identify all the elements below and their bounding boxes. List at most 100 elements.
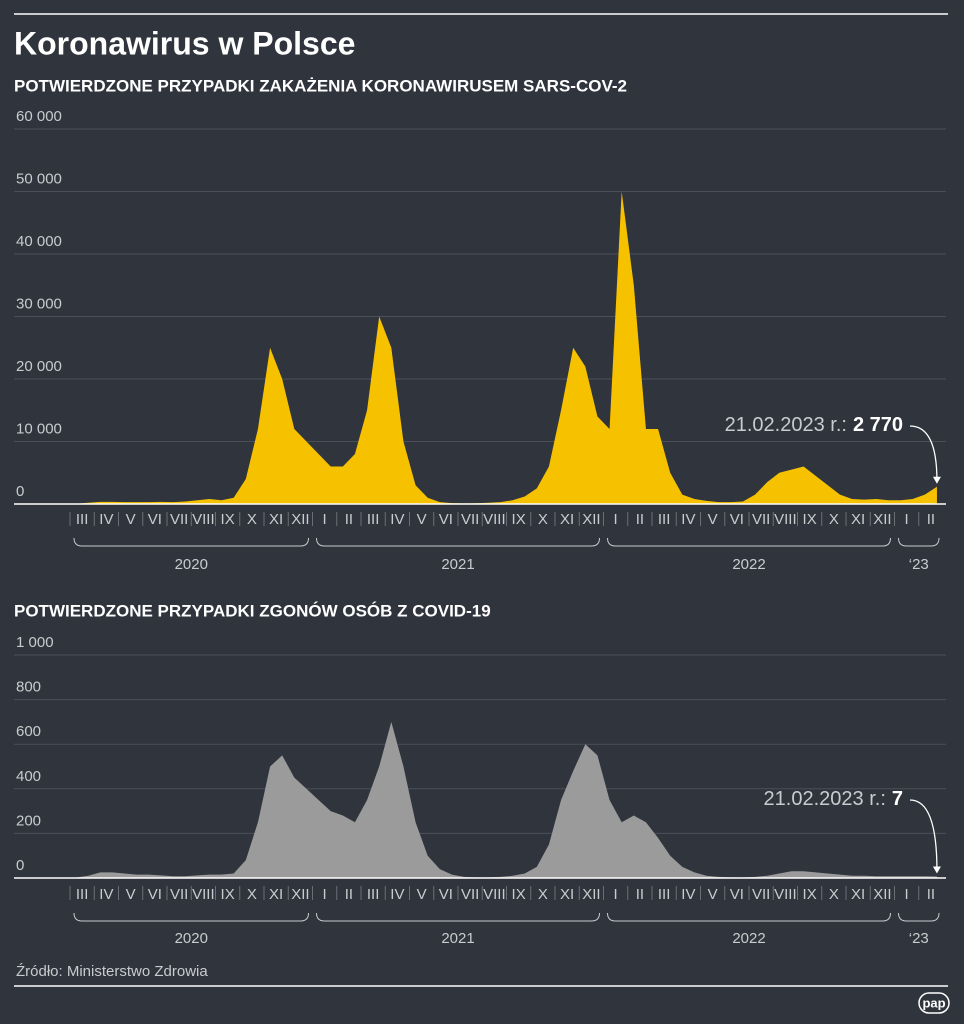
x-tick-label: IV — [390, 886, 404, 903]
annotation-arrow — [909, 799, 938, 871]
x-tick-label: V — [708, 511, 718, 528]
x-tick-label: X — [247, 511, 257, 528]
annotation-text: 21.02.2023 r.: — [764, 788, 886, 810]
x-tick-label: III — [658, 886, 671, 903]
x-tick-label: VII — [461, 886, 479, 903]
y-tick-label: 30 000 — [16, 295, 62, 312]
annotation-value: 2 770 — [853, 414, 903, 436]
x-tick-label: VI — [439, 511, 453, 528]
x-tick-label: XI — [851, 886, 865, 903]
x-tick-label: VII — [752, 886, 770, 903]
x-tick-label: IV — [99, 886, 113, 903]
x-tick-label: II — [636, 511, 644, 528]
annotation: 21.02.2023 r.: 2 770 — [725, 414, 903, 436]
x-tick-label: V — [126, 886, 136, 903]
x-tick-label: VII — [461, 511, 479, 528]
year-bracket — [73, 912, 309, 922]
x-tick-label: III — [76, 511, 89, 528]
annotation-value: 7 — [892, 788, 903, 810]
x-tick-label: I — [323, 886, 327, 903]
y-tick-label: 50 000 — [16, 170, 62, 187]
year-label: 2021 — [441, 930, 474, 947]
year-bracket — [898, 537, 940, 547]
annotation-arrow — [909, 425, 938, 481]
chart-title: POTWIERDZONE PRZYPADKI ZAKAŻENIA KORONAW… — [14, 76, 627, 95]
y-tick-label: 400 — [16, 768, 41, 785]
x-tick-label: VIII — [483, 511, 506, 528]
x-tick-label: I — [323, 511, 327, 528]
y-tick-label: 40 000 — [16, 233, 62, 250]
x-tick-label: XI — [560, 511, 574, 528]
year-bracket — [316, 912, 600, 922]
y-tick-label: 20 000 — [16, 358, 62, 375]
x-tick-label: XI — [269, 511, 283, 528]
x-tick-label: V — [126, 511, 136, 528]
x-tick-label: V — [417, 511, 427, 528]
annotation: 21.02.2023 r.: 7 — [764, 788, 903, 810]
y-tick-label: 1 000 — [16, 634, 54, 651]
x-tick-label: XII — [873, 886, 891, 903]
logo-frame — [918, 992, 950, 1014]
x-tick-label: IX — [803, 511, 817, 528]
x-tick-label: X — [538, 511, 548, 528]
arrow-head — [932, 476, 941, 484]
y-tick-label: 0 — [16, 857, 24, 874]
x-tick-label: VII — [752, 511, 770, 528]
x-tick-label: III — [76, 886, 89, 903]
chart-title: POTWIERDZONE PRZYPADKI ZGONÓW OSÓB Z COV… — [14, 601, 491, 620]
x-tick-label: IX — [803, 886, 817, 903]
x-tick-label: XI — [851, 511, 865, 528]
x-tick-label: VI — [730, 886, 744, 903]
x-tick-label: VIII — [192, 511, 215, 528]
x-tick-label: III — [367, 886, 380, 903]
x-tick-label: IV — [390, 511, 404, 528]
x-tick-label: VI — [730, 511, 744, 528]
x-tick-label: VII — [170, 886, 188, 903]
y-tick-label: 200 — [16, 812, 41, 829]
x-tick-label: II — [636, 886, 644, 903]
x-tick-label: IX — [512, 511, 526, 528]
x-tick-label: XI — [269, 886, 283, 903]
y-tick-label: 60 000 — [16, 108, 62, 125]
page-title: Koronawirus w Polsce — [14, 25, 355, 61]
x-tick-label: V — [417, 886, 427, 903]
x-tick-label: II — [927, 886, 935, 903]
x-tick-label: II — [345, 511, 353, 528]
x-tick-label: IV — [681, 886, 695, 903]
year-bracket — [898, 912, 940, 922]
x-tick-label: V — [708, 886, 718, 903]
x-tick-label: VIII — [192, 886, 215, 903]
x-tick-label: VIII — [774, 511, 797, 528]
year-label: 2021 — [441, 556, 474, 573]
x-tick-label: VI — [148, 886, 162, 903]
x-tick-label: IV — [99, 511, 113, 528]
year-bracket — [607, 537, 891, 547]
year-bracket — [316, 537, 600, 547]
area — [76, 721, 937, 878]
x-tick-label: XII — [582, 511, 600, 528]
x-tick-label: III — [367, 511, 380, 528]
x-tick-label: VIII — [483, 886, 506, 903]
x-tick-label: IX — [512, 886, 526, 903]
x-tick-label: III — [658, 511, 671, 528]
x-tick-label: VII — [170, 511, 188, 528]
x-tick-label: X — [829, 511, 839, 528]
x-tick-label: VIII — [774, 886, 797, 903]
x-tick-label: IX — [221, 886, 235, 903]
y-tick-label: 800 — [16, 679, 41, 696]
logo: pap — [922, 995, 945, 1010]
x-tick-label: I — [614, 886, 618, 903]
year-label: 2020 — [175, 930, 208, 947]
x-tick-label: I — [614, 511, 618, 528]
x-tick-label: I — [905, 511, 909, 528]
x-tick-label: II — [345, 886, 353, 903]
x-tick-label: X — [829, 886, 839, 903]
year-label: ‘23 — [909, 556, 929, 573]
x-tick-label: XI — [560, 886, 574, 903]
year-label: 2022 — [732, 556, 765, 573]
x-tick-label: I — [905, 886, 909, 903]
x-tick-label: VI — [148, 511, 162, 528]
year-bracket — [607, 912, 891, 922]
year-label: ‘23 — [909, 930, 929, 947]
